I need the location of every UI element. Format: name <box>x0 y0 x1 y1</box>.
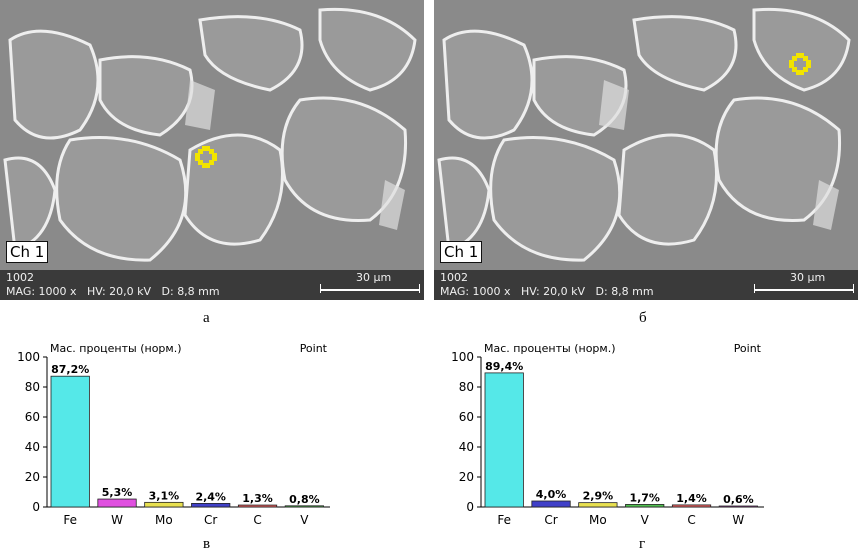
y-tick-label: 60 <box>459 410 474 424</box>
eds-chart-v: Мас. проценты (норм.) Point 0 20 40 60 80 100… <box>5 340 335 545</box>
y-tick-label: 100 <box>451 350 474 364</box>
caption-g: г <box>639 536 646 552</box>
y-tick-label: 80 <box>459 380 474 394</box>
y-tick-label: 0 <box>32 500 40 514</box>
category-label: Fe <box>497 513 511 527</box>
data-label: 4,0% <box>536 488 567 501</box>
analysis-point-marker-a <box>195 146 217 168</box>
channel-label: Ch 1 <box>440 241 483 263</box>
analysis-point-marker-b <box>789 53 811 75</box>
bar-mo <box>578 502 618 508</box>
bar-fe <box>484 372 524 508</box>
info-bar: 1002 MAG: 1000 x HV: 20,0 kV D: 8,8 mm 3… <box>0 270 424 300</box>
category-label: Mo <box>589 513 607 527</box>
y-tick-label: 20 <box>459 470 474 484</box>
y-tick-label: 80 <box>25 380 40 394</box>
data-label: 89,4% <box>485 360 523 373</box>
category-label: Mo <box>155 513 173 527</box>
channel-label: Ch 1 <box>6 241 49 263</box>
data-label: 3,1% <box>149 489 180 502</box>
micrograph-a: Ch 1 1002 MAG: 1000 x HV: 20,0 kV D: 8,8… <box>0 0 424 300</box>
chart-plot-v: 0 20 40 60 80 100 87,2% Fe 5,3% W 3,1% Mo 2,4% Cr 1,3%… <box>17 350 330 527</box>
y-tick-label: 20 <box>25 470 40 484</box>
y-tick-label: 100 <box>17 350 40 364</box>
bar-mo <box>144 501 184 508</box>
data-label: 2,9% <box>583 490 614 503</box>
data-label: 87,2% <box>51 363 89 376</box>
bar-w <box>97 498 137 508</box>
chart-plot-g: 0 20 40 60 80 100 89,4% Fe 4,0% Cr 2,9% Mo 1,7% V 1,4%… <box>451 350 764 527</box>
sem-image-b <box>434 0 858 270</box>
category-label: C <box>687 513 695 527</box>
scale-bar-label: 30 μm <box>790 271 826 284</box>
image-id: 1002 <box>440 271 468 284</box>
category-label: C <box>253 513 261 527</box>
caption-a: а <box>203 310 210 326</box>
chart-mode: Point <box>733 342 761 355</box>
bar-c <box>237 504 278 508</box>
data-label: 0,8% <box>289 493 320 506</box>
data-label: 5,3% <box>102 486 133 499</box>
y-tick-label: 40 <box>459 440 474 454</box>
bar-v <box>284 505 324 508</box>
category-label: W <box>732 513 744 527</box>
micrograph-b: Ch 1 1002 MAG: 1000 x HV: 20,0 kV D: 8,8… <box>434 0 858 300</box>
chart-title: Мас. проценты (норм.) <box>484 342 616 355</box>
category-label: V <box>641 513 650 527</box>
chart-title: Мас. проценты (норм.) <box>50 342 182 355</box>
acquisition-params: MAG: 1000 x HV: 20,0 kV D: 8,8 mm <box>440 285 654 298</box>
data-label: 0,6% <box>723 493 754 506</box>
category-label: Cr <box>204 513 217 527</box>
y-tick-label: 0 <box>466 500 474 514</box>
acquisition-params: MAG: 1000 x HV: 20,0 kV D: 8,8 mm <box>6 285 220 298</box>
data-label: 2,4% <box>195 490 226 503</box>
image-id: 1002 <box>6 271 34 284</box>
eds-chart-g: Мас. проценты (норм.) Point 0 20 40 60 80 100… <box>439 340 769 545</box>
category-label: V <box>300 513 309 527</box>
caption-b: б <box>639 310 647 326</box>
category-label: Cr <box>544 513 557 527</box>
bar-cr <box>531 500 571 508</box>
bar-w <box>718 505 758 508</box>
data-label: 1,4% <box>676 492 707 505</box>
sem-image-a <box>0 0 424 270</box>
bar-c <box>671 504 712 508</box>
caption-v: в <box>203 536 211 552</box>
chart-mode: Point <box>299 342 327 355</box>
scale-bar <box>754 284 854 293</box>
scale-bar-label: 30 μm <box>356 271 392 284</box>
bar-cr <box>191 502 231 508</box>
y-tick-label: 60 <box>25 410 40 424</box>
data-label: 1,7% <box>629 491 660 504</box>
scale-bar <box>320 284 420 293</box>
y-tick-label: 40 <box>25 440 40 454</box>
info-bar: 1002 MAG: 1000 x HV: 20,0 kV D: 8,8 mm 3… <box>434 270 858 300</box>
bar-fe <box>50 375 90 508</box>
bar-v <box>625 504 665 508</box>
category-label: Fe <box>63 513 77 527</box>
data-label: 1,3% <box>242 492 273 505</box>
category-label: W <box>111 513 123 527</box>
